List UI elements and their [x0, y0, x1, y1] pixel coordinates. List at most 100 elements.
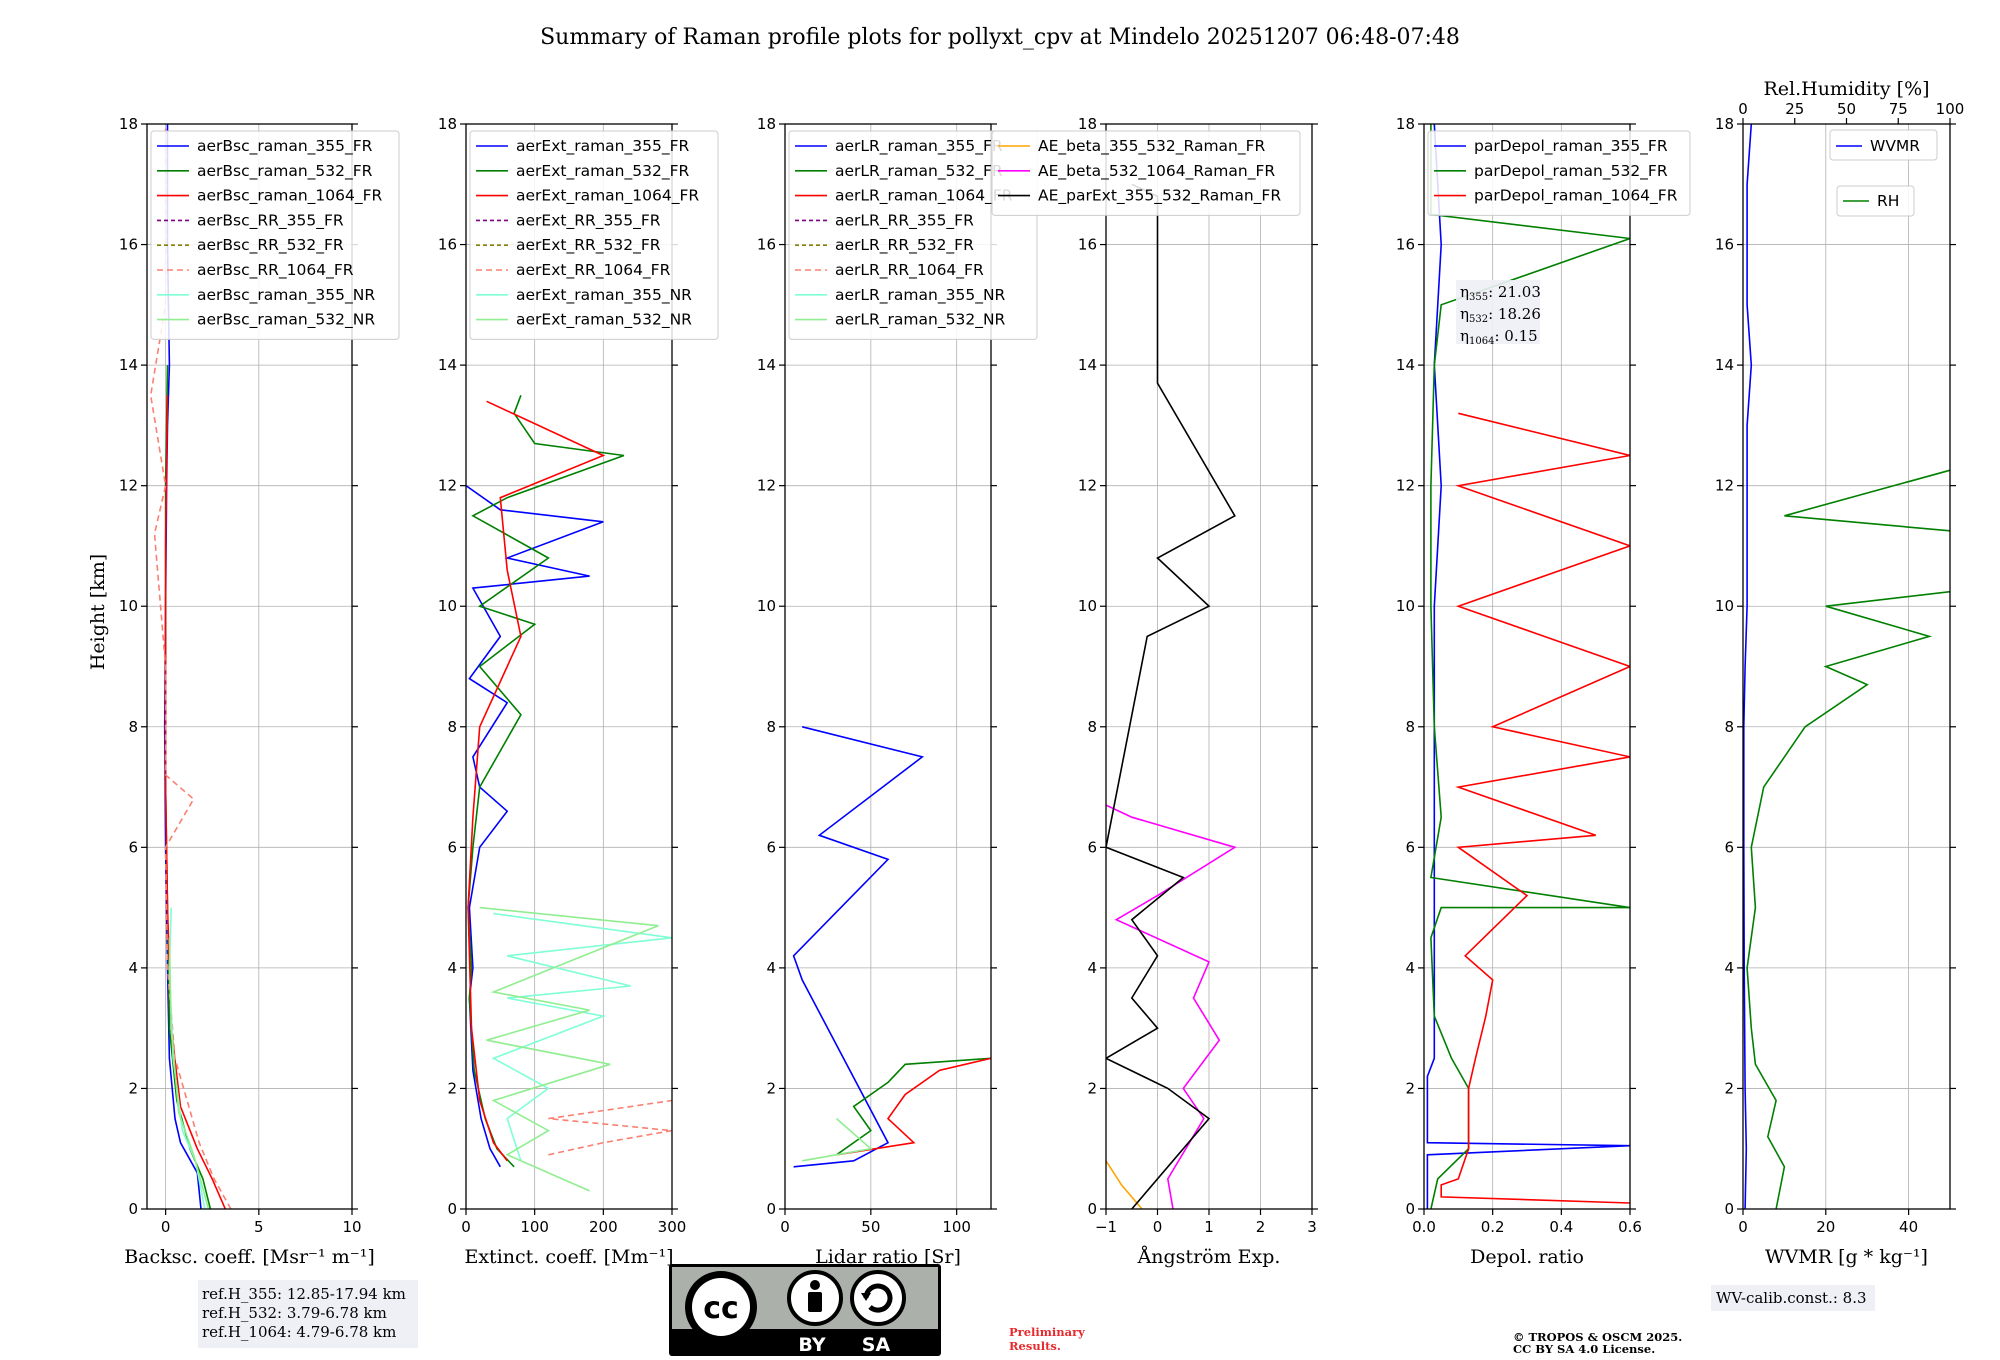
panel-ext: 0 2 4 6 8 10 12 14 16 18 0 100 200 300 Extinct. coeff.…: [438, 115, 719, 1268]
ytick-label: 2: [447, 1079, 457, 1097]
ytick-label: 18: [1396, 115, 1415, 133]
xtick-label: −1: [1095, 1218, 1117, 1236]
xtick-label: 2: [1256, 1218, 1266, 1236]
top-xlabel-wv: Rel.Humidity [%]: [1763, 78, 1929, 100]
legend-label: aerBsc_raman_532_FR: [197, 162, 373, 181]
legend-label: WVMR: [1870, 137, 1920, 155]
top-xtick-label: 50: [1837, 100, 1856, 118]
ytick-label: 2: [766, 1079, 776, 1097]
series-line-aerBsc_RR_1064_FR: [149, 124, 232, 1209]
ref-h-532: ref.H_532: 3.79-6.78 km: [202, 1304, 387, 1322]
ytick-label: 0: [447, 1200, 457, 1218]
series-wv: [1743, 124, 1950, 1209]
series-line-aerLR_raman_1064_FR: [836, 1057, 991, 1156]
series-line-aerExt_raman_532_NR: [479, 906, 659, 1192]
xtick-label: 50: [861, 1218, 880, 1236]
eta-value: η532: 18.26: [1460, 305, 1541, 325]
series-line-parDepol_raman_1064_FR: [1440, 412, 1630, 1204]
ytick-label: 0: [1087, 1200, 1097, 1218]
series-lr: [792, 726, 991, 1168]
xtick-label: 40: [1899, 1218, 1918, 1236]
legend-label: aerExt_RR_1064_FR: [516, 261, 671, 280]
svg-text:cc: cc: [703, 1291, 739, 1326]
series-line-aerLR_raman_532_NR: [802, 1117, 873, 1162]
ytick-label: 4: [1724, 959, 1734, 977]
ref-height-box: ref.H_355: 12.85-17.94 km ref.H_532: 3.7…: [198, 1280, 418, 1348]
axes-frame-bsc: [146, 123, 353, 1210]
ytick-label: 16: [438, 236, 457, 254]
ref-h-355: ref.H_355: 12.85-17.94 km: [202, 1285, 406, 1303]
legend-ext: aerExt_raman_355_FR aerExt_raman_532_FRae…: [469, 130, 719, 340]
axes-frame-wv: [1742, 123, 1951, 1210]
xtick-label: 20: [1816, 1218, 1835, 1236]
ytick-label: 4: [1087, 959, 1097, 977]
ytick-label: 6: [766, 838, 776, 856]
cc-by-sa-badge: cc BY SA: [669, 1264, 941, 1356]
ytick-label: 16: [1396, 236, 1415, 254]
ytick-label: 8: [766, 718, 776, 736]
legend-depol: parDepol_raman_355_FR parDepol_raman_532_…: [1427, 130, 1691, 216]
legend-label: AE_beta_355_532_Raman_FR: [1038, 137, 1266, 156]
xlabel-lr: Lidar ratio [Sr]: [815, 1246, 961, 1268]
ytick-label: 18: [757, 115, 776, 133]
ref-h-1064: ref.H_1064: 4.79-6.78 km: [202, 1323, 396, 1341]
ytick-label: 6: [128, 838, 138, 856]
axes-frame-depol: [1423, 123, 1631, 1210]
xlabel-ext: Extinct. coeff. [Mm⁻¹]: [464, 1246, 673, 1268]
series-line-aerBsc_raman_532_NR: [168, 937, 210, 1209]
series-ext: [466, 395, 672, 1192]
series-line-AE_beta_532_1064_Raman_FR: [1106, 804, 1237, 1209]
panel-depol: 0 2 4 6 8 10 12 14 16 18 0.0 0.2 0.4 0.6 Depol. ratio p…: [1396, 115, 1691, 1268]
grid-ae: [1105, 123, 1313, 1210]
series-line-parDepol_raman_355_FR: [1426, 124, 1630, 1209]
ytick-label: 18: [1078, 115, 1097, 133]
xtick-label: 0: [1153, 1218, 1163, 1236]
wv-calib-box: WV-calib.const.: 8.3: [1711, 1285, 1875, 1311]
ytick-label: 6: [447, 838, 457, 856]
legend-label: parDepol_raman_1064_FR: [1474, 187, 1678, 206]
wv-calib-text: WV-calib.const.: 8.3: [1716, 1289, 1867, 1307]
xtick-label: 0.6: [1618, 1218, 1642, 1236]
ytick-label: 2: [128, 1079, 138, 1097]
panel-lr: 0 2 4 6 8 10 12 14 16 18 0 50 100 Lidar ratio [Sr] aer…: [757, 115, 1038, 1268]
xtick-label: 0: [461, 1218, 471, 1236]
legend-label: AE_beta_532_1064_Raman_FR: [1038, 162, 1275, 181]
eta-value: η1064: 0.15: [1460, 327, 1538, 347]
series-line-RH: [1746, 469, 1950, 1209]
xtick-label: 0.2: [1481, 1218, 1505, 1236]
ytick-label: 8: [1087, 718, 1097, 736]
xtick-label: 10: [342, 1218, 361, 1236]
top-xtick-label: 75: [1889, 100, 1908, 118]
legend-label: aerBsc_raman_1064_FR: [197, 187, 383, 206]
xtick-label: 0: [161, 1218, 171, 1236]
legend-label: aerBsc_RR_355_FR: [197, 211, 344, 230]
legend-label: aerLR_raman_532_FR: [835, 162, 1003, 181]
ytick-label: 10: [1396, 597, 1415, 615]
ytick-label: 12: [1715, 477, 1734, 495]
legend-bsc: aerBsc_raman_355_FR aerBsc_raman_532_FRae…: [150, 130, 400, 340]
xtick-label: 0.0: [1412, 1218, 1436, 1236]
legend-label: aerBsc_raman_355_FR: [197, 137, 373, 156]
xtick-label: 100: [520, 1218, 549, 1236]
legend-label: aerExt_raman_532_NR: [516, 311, 692, 330]
ytick-label: 2: [1087, 1079, 1097, 1097]
ytick-label: 18: [1715, 115, 1734, 133]
top-xtick-label: 100: [1936, 100, 1965, 118]
ytick-label: 4: [447, 959, 457, 977]
series-line-aerExt_raman_355_NR: [491, 912, 672, 1162]
series-line-AE_parExt_355_532_Raman_FR: [1106, 183, 1236, 1209]
ytick-label: 14: [1396, 356, 1415, 374]
ytick-label: 2: [1405, 1079, 1415, 1097]
ytick-label: 8: [128, 718, 138, 736]
legend-ae: AE_beta_355_532_Raman_FR AE_beta_532_1064…: [991, 130, 1301, 216]
ytick-label: 2: [1724, 1079, 1734, 1097]
ytick-label: 0: [766, 1200, 776, 1218]
ytick-label: 16: [1715, 236, 1734, 254]
legend-label: RH: [1877, 192, 1899, 210]
panel-bsc: 0 2 4 6 8 10 12 14 16 18 0 5 10 Backsc. coeff. [Msr⁻¹…: [119, 115, 400, 1268]
legend-label: aerLR_RR_532_FR: [835, 236, 974, 255]
